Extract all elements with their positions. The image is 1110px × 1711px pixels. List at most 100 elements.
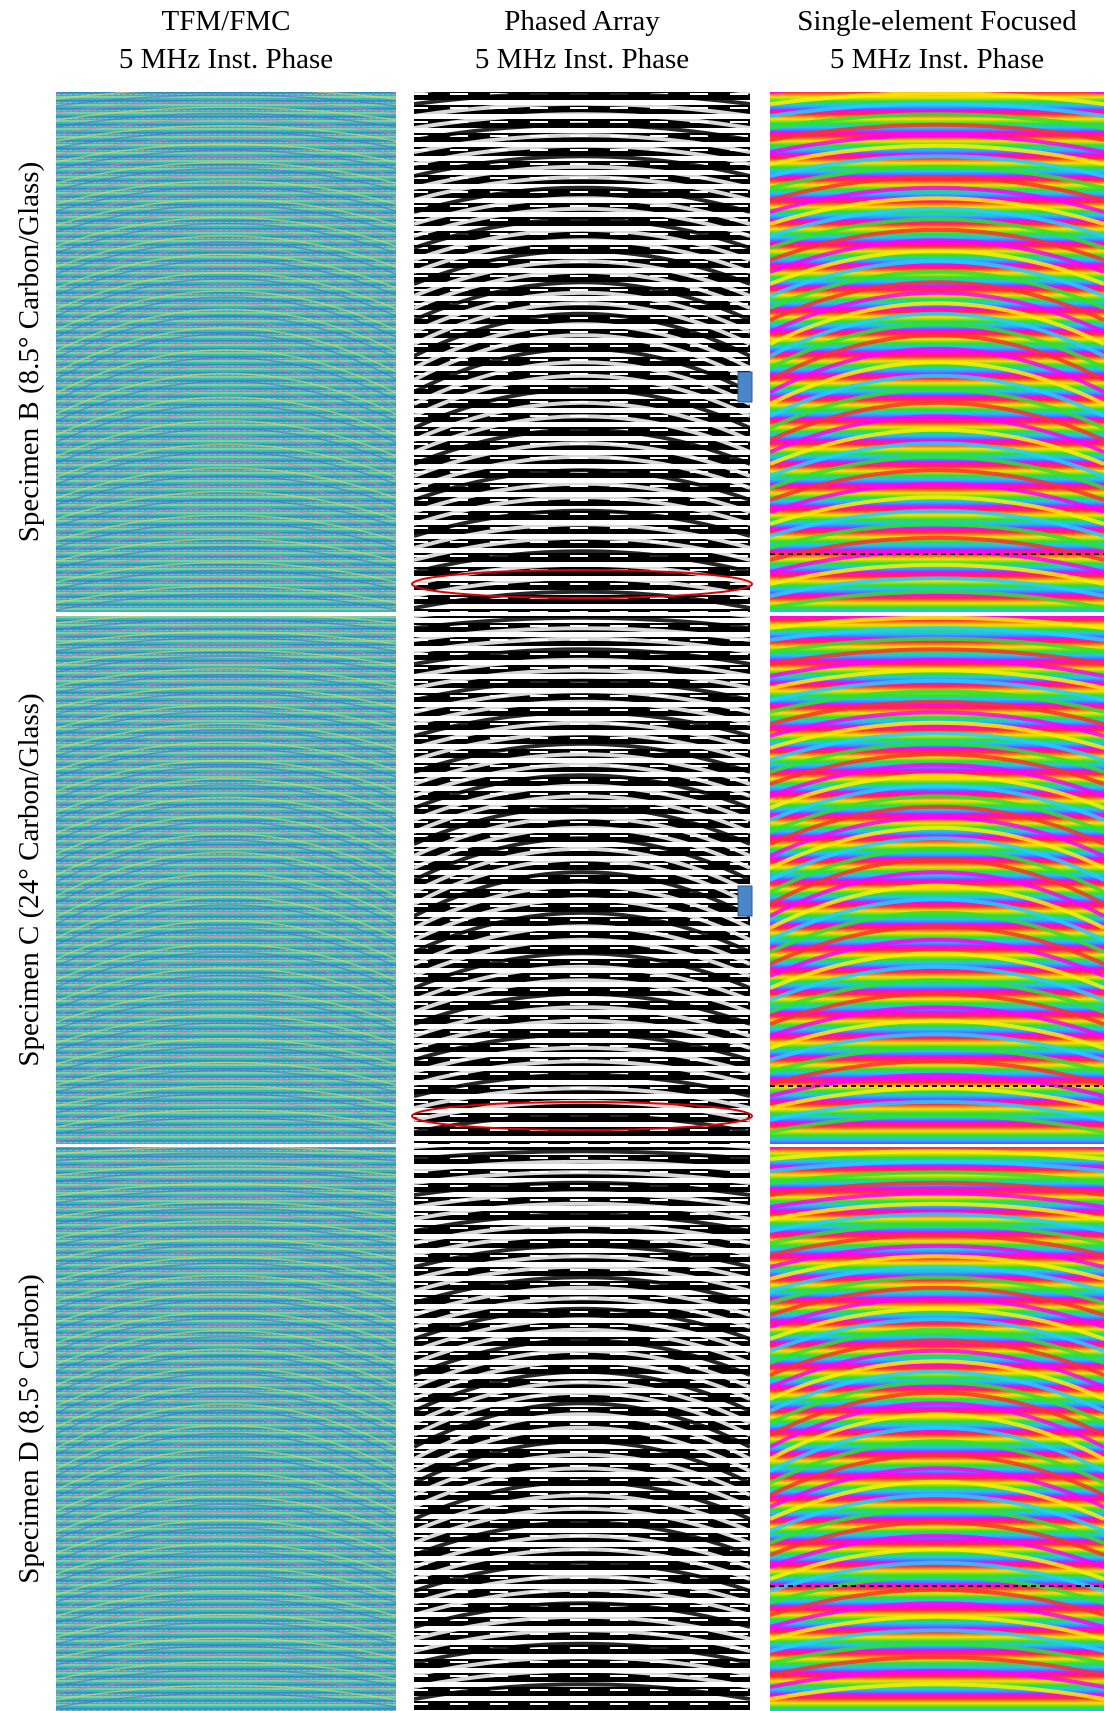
phase-fringe [56,100,396,114]
phase-fringe [56,680,396,701]
phase-fringe [56,943,396,981]
phase-fringe [56,1684,396,1701]
phase-fringe [56,1378,396,1421]
phase-fringe [770,1452,1104,1497]
phase-fringe [56,616,396,624]
phase-fringe [56,1661,396,1680]
phase-fringe [770,825,1104,870]
phase-fringe [56,1195,396,1211]
phase-fringe [56,506,396,534]
phase-fringe [56,467,396,499]
phase-fringe [56,1487,396,1526]
phase-fringe [56,1360,396,1400]
panel-content [770,616,1104,1144]
phase-fringe [56,320,396,366]
phase-fringe [770,1547,1104,1581]
phase-fringe [770,101,1104,118]
column-title: TFM/FMC [162,5,291,37]
phase-fringe [770,636,1104,654]
phase-fringe [414,387,750,430]
phase-fringe [56,722,396,750]
phase-fringe [56,735,396,764]
phase-fringe [414,1170,750,1185]
phase-fringe [56,857,396,904]
phase-fringe [414,752,750,786]
phase-fringe [770,1243,1104,1269]
phase-fringe [414,1159,750,1173]
phase-fringe [56,1432,396,1477]
phase-fringe [770,400,1104,442]
phase-fringe [770,301,1104,346]
phase-fringe [414,825,750,870]
phase-fringe [770,206,1104,238]
phase-fringe [56,772,396,806]
phase-fringe [56,1317,396,1351]
phase-fringe [770,238,1104,274]
phase-fringe [770,1439,1104,1485]
phase-fringe [770,1369,1104,1413]
phase-fringe [56,483,396,513]
phase-fringe [56,1354,396,1393]
phase-fringe [414,951,750,990]
image-panel [770,616,1104,1144]
phase-fringe [414,1668,750,1689]
phase-fringe [414,143,750,166]
phase-fringe [56,372,396,415]
phase-fringe [770,1264,1104,1293]
phase-fringe [56,716,396,743]
phase-fringe [56,864,396,911]
phase-fringe [56,155,396,177]
phase-fringe [414,937,750,978]
phase-fringe [770,217,1104,250]
phase-fringe [414,1348,750,1389]
phase-fringe [770,1159,1104,1173]
phase-fringe [56,1329,396,1365]
phase-fringe [56,1542,396,1575]
phase-fringe [56,1219,396,1239]
phase-fringe [56,561,396,583]
phase-fringe [56,637,396,652]
phase-fringe [56,1176,396,1190]
phase-fringe [770,1412,1104,1461]
phase-fringe [56,741,396,771]
phase-fringe [414,1045,750,1074]
phase-fringe [770,1233,1104,1257]
phase-fringe [414,762,750,798]
phase-fringe [56,710,396,736]
phase-fringe [414,495,750,526]
phase-fringe [56,1342,396,1379]
phase-fringe [414,112,750,130]
phase-fringe [56,827,396,869]
phase-fringe [414,1243,750,1269]
phase-fringe [770,836,1104,882]
phase-fringe [414,1275,750,1305]
phase-fringe [770,794,1104,834]
column-subtitle: 5 MHz Inst. Phase [119,43,333,75]
image-panel [770,1147,1104,1711]
phase-fringe [56,686,396,708]
phase-fringe [56,443,396,478]
phase-fringe [56,553,396,576]
phase-fringe [56,896,396,939]
phase-fringe [56,1147,396,1155]
phase-fringe [770,883,1104,930]
phase-fringe [56,802,396,841]
phase-fringe [56,1182,396,1197]
phase-fringe [770,1506,1104,1545]
phase-fringe [56,880,396,925]
phase-fringe [770,1045,1104,1074]
phase-fringe [56,796,396,834]
phase-fringe [414,400,750,442]
phase-fringe [770,259,1104,298]
phase-fringe [56,1053,396,1079]
phase-fringe [414,1032,750,1062]
phase-fringe [414,1560,750,1593]
phase-fringe [56,435,396,471]
phase-fringe [414,1574,750,1605]
phase-fringe [414,269,750,310]
phase-fringe [770,1425,1104,1473]
phase-fringe [414,991,750,1026]
phase-fringe [414,836,750,882]
phase-fringe [770,154,1104,178]
phase-fringe [414,794,750,834]
